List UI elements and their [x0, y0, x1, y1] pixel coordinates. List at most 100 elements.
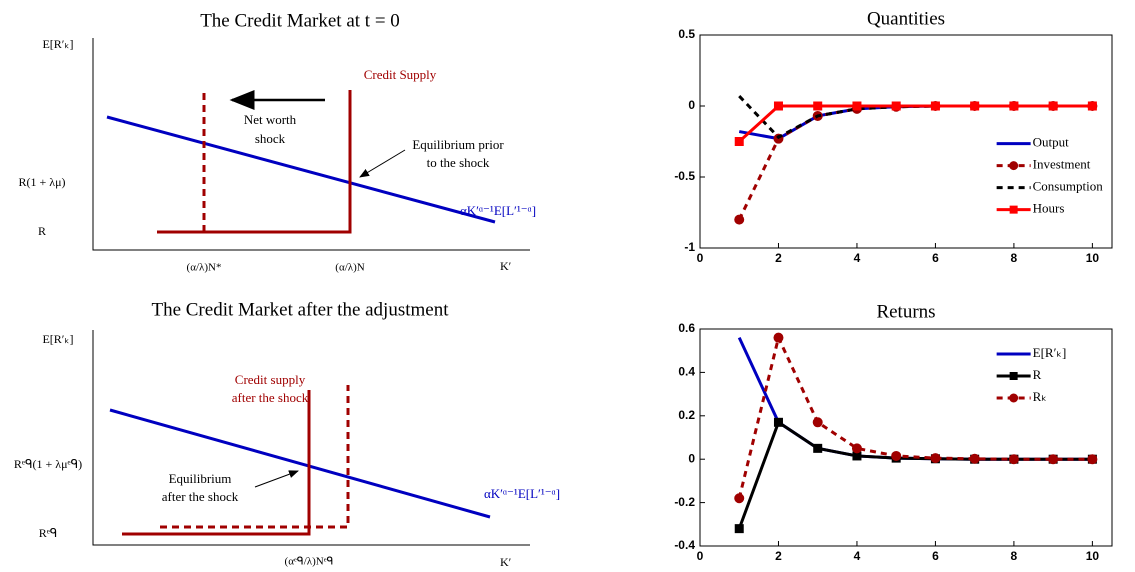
point: [773, 417, 783, 427]
x-tick-label: 0: [697, 549, 704, 563]
y-level: Rᵉᑫ: [39, 526, 58, 540]
point: [930, 101, 940, 111]
annotation: after the shock: [162, 489, 239, 504]
point: [1009, 101, 1019, 111]
y-tick-label: -1: [684, 240, 695, 254]
y-label: E[R′ₖ]: [42, 37, 73, 51]
x-tick-label: 10: [1086, 251, 1100, 265]
point: [891, 101, 901, 111]
point: [930, 453, 941, 464]
y-tick-label: -0.2: [674, 495, 695, 509]
demand-label: αK′ᵅ⁻¹E[L′¹⁻ᵅ]: [460, 203, 536, 218]
y-tick-label: 0.5: [678, 27, 695, 41]
legend-marker: [1009, 205, 1018, 214]
x-level: (αᵉᑫ/λ)Nᵉᑫ: [285, 556, 334, 568]
x-tick-label: 2: [775, 251, 782, 265]
point: [1048, 101, 1058, 111]
point: [734, 524, 744, 534]
y-tick-label: 0: [688, 451, 695, 465]
point: [1087, 101, 1097, 111]
plot-frame: [699, 328, 1113, 547]
diagram-top: The Credit Market at t = 0 E[R′ₖ] K′ R(1…: [18, 10, 536, 273]
series-line: [737, 333, 1093, 499]
annotation: to the shock: [427, 155, 490, 170]
y-tick-label: -0.4: [674, 538, 695, 552]
point: [813, 443, 823, 453]
annotation: shock: [255, 131, 286, 146]
supply-curve: [157, 90, 352, 234]
diagram-title: The Credit Market after the adjustment: [151, 299, 449, 320]
demand-curve: [106, 115, 496, 224]
annotation-arrow: [359, 149, 406, 178]
point: [773, 101, 783, 111]
point: [1008, 454, 1019, 465]
point: [1087, 454, 1098, 465]
series-line: [738, 104, 1093, 143]
legend-label: Output: [1033, 135, 1070, 150]
x-tick-label: 4: [854, 549, 861, 563]
y-label: E[R′ₖ]: [42, 332, 73, 346]
x-tick-label: 6: [932, 251, 939, 265]
legend-marker: [1009, 161, 1019, 171]
axes: [92, 330, 530, 546]
diagram-title: The Credit Market at t = 0: [200, 10, 400, 31]
chart-title: Returns: [876, 301, 935, 322]
point: [891, 450, 902, 461]
demand-label: αK′ᵅ⁻¹E[L′¹⁻ᵅ]: [484, 486, 560, 501]
diagram-bottom: The Credit Market after the adjustment E…: [14, 299, 560, 568]
annotation: Net worth: [244, 112, 297, 127]
point: [969, 453, 980, 464]
x-label: K′: [500, 259, 512, 273]
plot-frame: [699, 34, 1113, 249]
point: [813, 101, 823, 111]
point: [734, 214, 745, 225]
annotation: Equilibrium prior: [412, 137, 504, 152]
point: [734, 137, 744, 146]
supply-label: after the shock: [232, 390, 309, 405]
point: [734, 493, 745, 504]
legend-label: Hours: [1033, 201, 1065, 216]
x-tick-label: 0: [697, 251, 704, 265]
point: [773, 332, 784, 343]
supply-label: Credit supply: [235, 372, 306, 387]
legend-label: Rₖ: [1033, 389, 1047, 404]
point: [970, 101, 980, 111]
supply-label: Credit Supply: [364, 67, 437, 82]
x-tick-label: 4: [854, 251, 861, 265]
y-tick-label: 0.6: [678, 321, 695, 335]
demand-curve: [109, 408, 491, 519]
legend-label: E[R′ₖ]: [1033, 345, 1067, 360]
initial-supply: [160, 385, 350, 529]
x-tick-label: 10: [1086, 549, 1100, 563]
x-tick-label: 8: [1011, 251, 1018, 265]
y-tick-label: 0: [688, 98, 695, 112]
point: [852, 101, 862, 111]
x-tick-label: 8: [1011, 549, 1018, 563]
y-level: R: [38, 224, 46, 238]
legend-label: R: [1033, 367, 1042, 382]
y-tick-label: 0.4: [678, 365, 695, 379]
legend-label: Investment: [1033, 157, 1091, 172]
y-tick-label: -0.5: [674, 169, 695, 183]
y-level: R(1 + λμ): [18, 175, 65, 189]
point: [851, 443, 862, 454]
series-line: [737, 420, 1093, 530]
y-level: Rᵉᑫ(1 + λμᵉᑫ): [14, 457, 82, 471]
x-level: (α/λ)N: [335, 262, 364, 274]
x-label: K′: [500, 555, 512, 569]
legend-marker: [1009, 393, 1019, 403]
legend-label: Consumption: [1033, 179, 1104, 194]
point: [812, 417, 823, 428]
chart-title: Quantities: [867, 8, 945, 29]
axes: [92, 38, 530, 251]
annotation-arrow: [254, 470, 299, 488]
series-line: [738, 95, 1093, 140]
x-level: (α/λ)N*: [187, 262, 222, 274]
annotation: Equilibrium: [169, 471, 232, 486]
legend-marker: [1009, 372, 1018, 380]
supply-curve: [122, 390, 311, 536]
x-tick-label: 2: [775, 549, 782, 563]
point: [1048, 454, 1059, 465]
x-tick-label: 6: [932, 549, 939, 563]
